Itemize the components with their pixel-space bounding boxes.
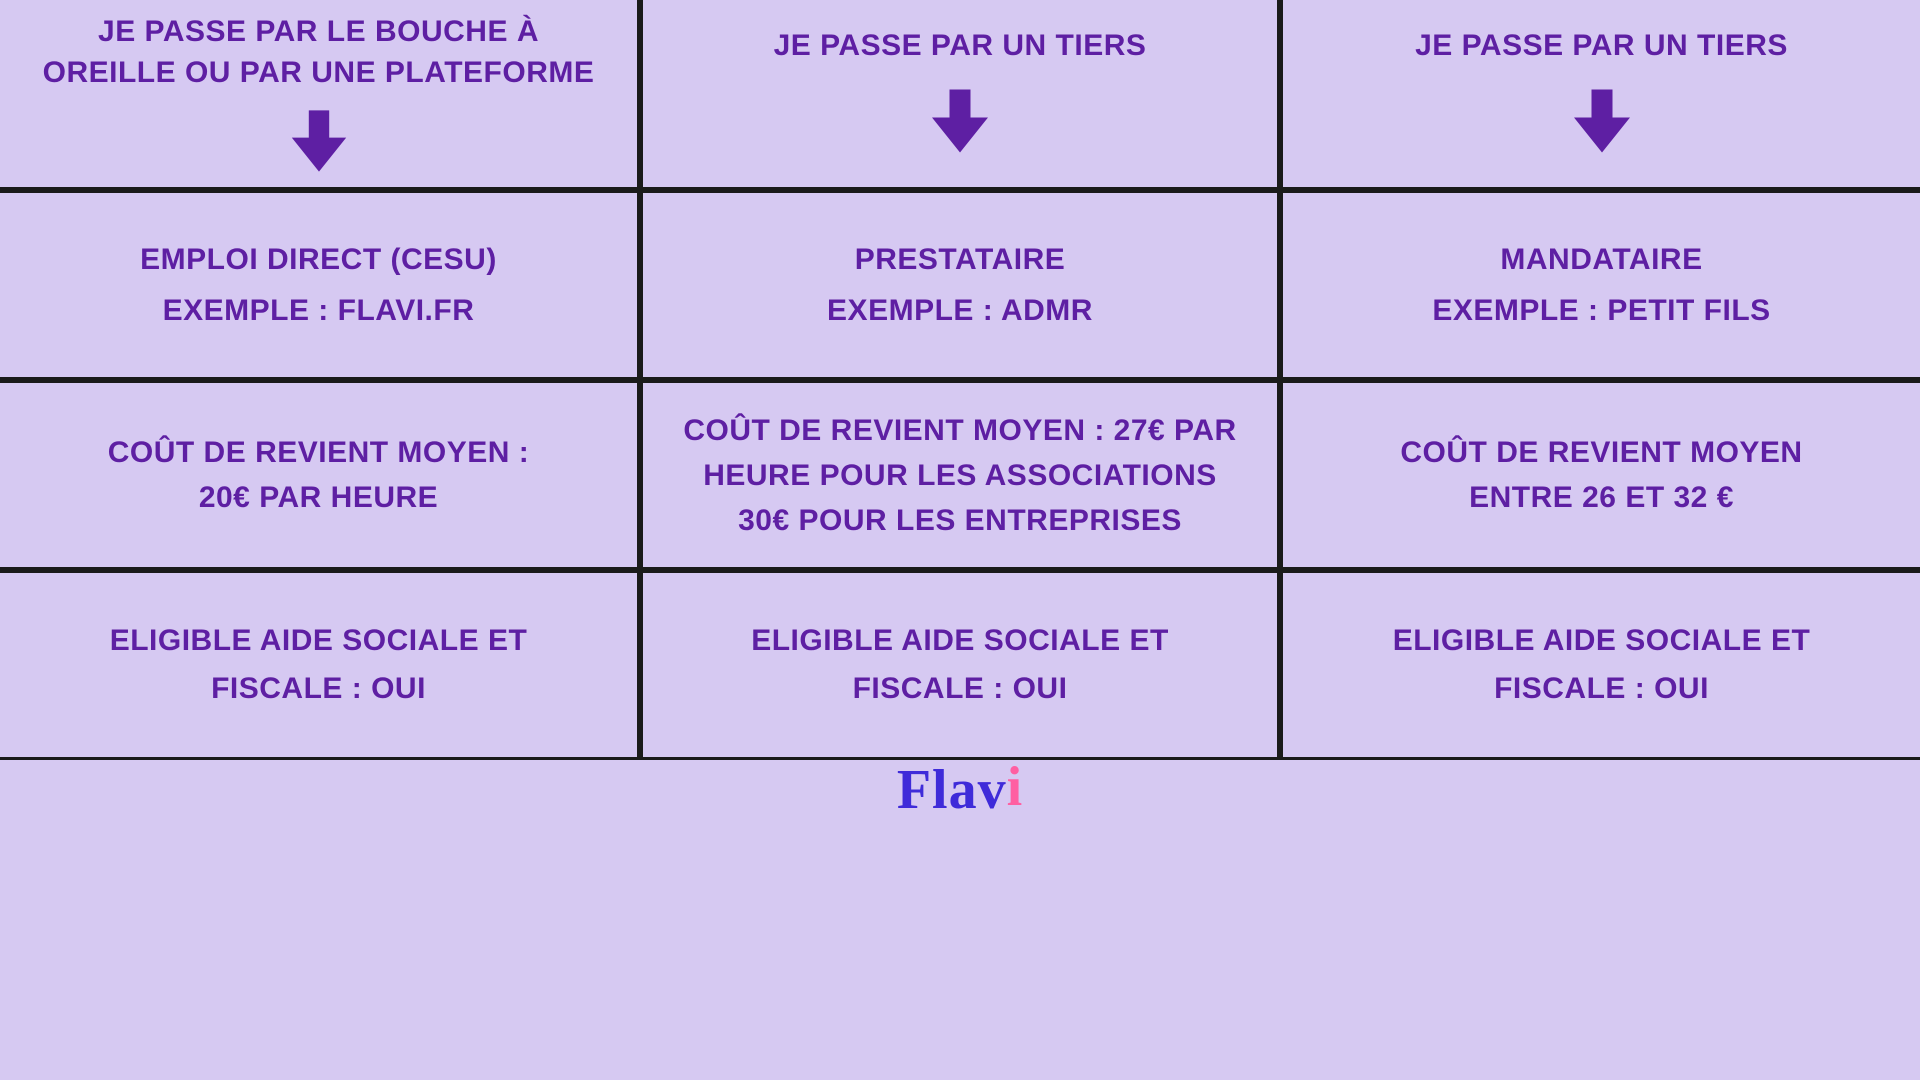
eligibility-line2-col2: fiscale : OUI bbox=[853, 665, 1068, 713]
eligibility-line1-col1: Eligible aide sociale et bbox=[110, 617, 528, 665]
arrow-down-icon bbox=[925, 81, 995, 161]
cost-line2-col1: 20€ par heure bbox=[199, 475, 438, 520]
type-cell-col3: Mandataire Exemple : Petit Fils bbox=[1280, 190, 1920, 380]
eligibility-line2-col3: fiscale : OUI bbox=[1494, 665, 1709, 713]
type-example-col3: Exemple : Petit Fils bbox=[1432, 285, 1770, 336]
cost-cell-col2: Coût de revient moyen : 27€ par heure po… bbox=[640, 380, 1280, 570]
eligibility-cell-col3: Eligible aide sociale et fiscale : OUI bbox=[1280, 570, 1920, 760]
type-title-col3: Mandataire bbox=[1500, 234, 1702, 285]
header-text-col3: Je passe par un tiers bbox=[1415, 26, 1788, 67]
cost-line1-col3: Coût de revient moyen bbox=[1400, 430, 1802, 475]
cost-cell-col1: Coût de revient moyen : 20€ par heure bbox=[0, 380, 640, 570]
eligibility-cell-col2: Eligible aide sociale et fiscale : OUI bbox=[640, 570, 1280, 760]
type-cell-col2: Prestataire Exemple : ADMR bbox=[640, 190, 1280, 380]
type-cell-col1: Emploi direct (CESU) Exemple : Flavi.fr bbox=[0, 190, 640, 380]
header-cell-col1: Je passe par le bouche à oreille ou par … bbox=[0, 0, 640, 190]
type-title-col2: Prestataire bbox=[855, 234, 1066, 285]
cost-line2-col2: heure pour les associations bbox=[703, 453, 1217, 498]
comparison-table: Je passe par le bouche à oreille ou par … bbox=[0, 0, 1920, 760]
header-text-col2: Je passe par un tiers bbox=[774, 26, 1147, 67]
footer: Flavi bbox=[0, 760, 1920, 820]
cost-cell-col3: Coût de revient moyen entre 26 et 32 € bbox=[1280, 380, 1920, 570]
header-cell-col3: Je passe par un tiers bbox=[1280, 0, 1920, 190]
cost-line3-col2: 30€ pour les entreprises bbox=[738, 498, 1182, 543]
type-example-col2: Exemple : ADMR bbox=[827, 285, 1093, 336]
eligibility-line2-col1: fiscale : OUI bbox=[211, 665, 426, 713]
type-example-col1: Exemple : Flavi.fr bbox=[163, 285, 475, 336]
cost-line1-col2: Coût de revient moyen : 27€ par bbox=[683, 408, 1236, 453]
arrow-down-icon bbox=[1567, 81, 1637, 161]
brand-logo: Flavi bbox=[897, 758, 1023, 822]
eligibility-line1-col3: Eligible aide sociale et bbox=[1393, 617, 1811, 665]
eligibility-cell-col1: Eligible aide sociale et fiscale : OUI bbox=[0, 570, 640, 760]
cost-line2-col3: entre 26 et 32 € bbox=[1469, 475, 1734, 520]
eligibility-line1-col2: Eligible aide sociale et bbox=[751, 617, 1169, 665]
type-title-col1: Emploi direct (CESU) bbox=[140, 234, 497, 285]
arrow-down-icon bbox=[284, 107, 354, 175]
header-text-col1: Je passe par le bouche à oreille ou par … bbox=[28, 12, 609, 93]
brand-prefix: Flav bbox=[897, 759, 1007, 821]
brand-dot: i bbox=[1007, 756, 1024, 818]
header-cell-col2: Je passe par un tiers bbox=[640, 0, 1280, 190]
cost-line1-col1: Coût de revient moyen : bbox=[108, 430, 530, 475]
